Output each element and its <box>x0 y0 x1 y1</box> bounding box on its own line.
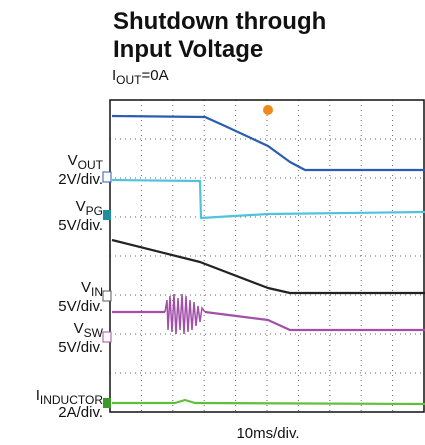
marker <box>103 210 111 220</box>
subscript: PG <box>86 204 103 218</box>
trace-vsw-burst <box>164 293 206 335</box>
subscript: OUT <box>116 73 142 87</box>
trigger-marker <box>263 105 273 115</box>
symbol: I <box>36 387 40 404</box>
trace-vout <box>111 114 425 172</box>
subscript: OUT <box>78 158 104 172</box>
channel-name: VIN <box>81 279 103 299</box>
channel-scale: 5V/div. <box>58 217 103 234</box>
plot-frame <box>109 99 425 413</box>
condition: IOUT=0A <box>112 67 169 87</box>
condition-rest: =0A <box>142 67 169 84</box>
trace-vin <box>111 238 425 295</box>
marker <box>102 331 112 343</box>
trace-inductor <box>112 398 425 406</box>
channel-scale: 2V/div. <box>58 171 103 188</box>
channel-scale: 2A/div. <box>58 404 103 421</box>
title-line: Input Voltage <box>113 36 263 63</box>
symbol: V <box>81 279 91 296</box>
channel-markers <box>102 105 273 408</box>
title-line: Shutdown through <box>113 8 326 35</box>
trace-vsw <box>112 310 425 332</box>
symbol: I <box>112 67 116 84</box>
subscript: SW <box>84 326 104 340</box>
channel-name: VOUT <box>68 152 104 172</box>
symbol: V <box>68 152 78 169</box>
subscript: INDUCTOR <box>40 393 103 407</box>
symbol: V <box>74 320 84 337</box>
marker <box>102 171 112 183</box>
trace-vpg <box>111 178 425 220</box>
subscript: IN <box>91 285 103 299</box>
channel-name: VSW <box>74 320 104 340</box>
marker <box>102 290 112 302</box>
channel-scale: 5V/div. <box>58 339 103 356</box>
channel-name: VPG <box>76 198 103 218</box>
channel-name: IINDUCTOR <box>36 387 104 407</box>
channel-scale: 5V/div. <box>58 298 103 315</box>
channel-labels: VOUT 2V/div. VPG 5V/div. VIN 5V/div. VSW… <box>36 152 104 421</box>
grid <box>110 100 424 412</box>
symbol: V <box>76 198 86 215</box>
x-label: 10ms/div. <box>236 425 299 442</box>
marker <box>103 398 111 408</box>
